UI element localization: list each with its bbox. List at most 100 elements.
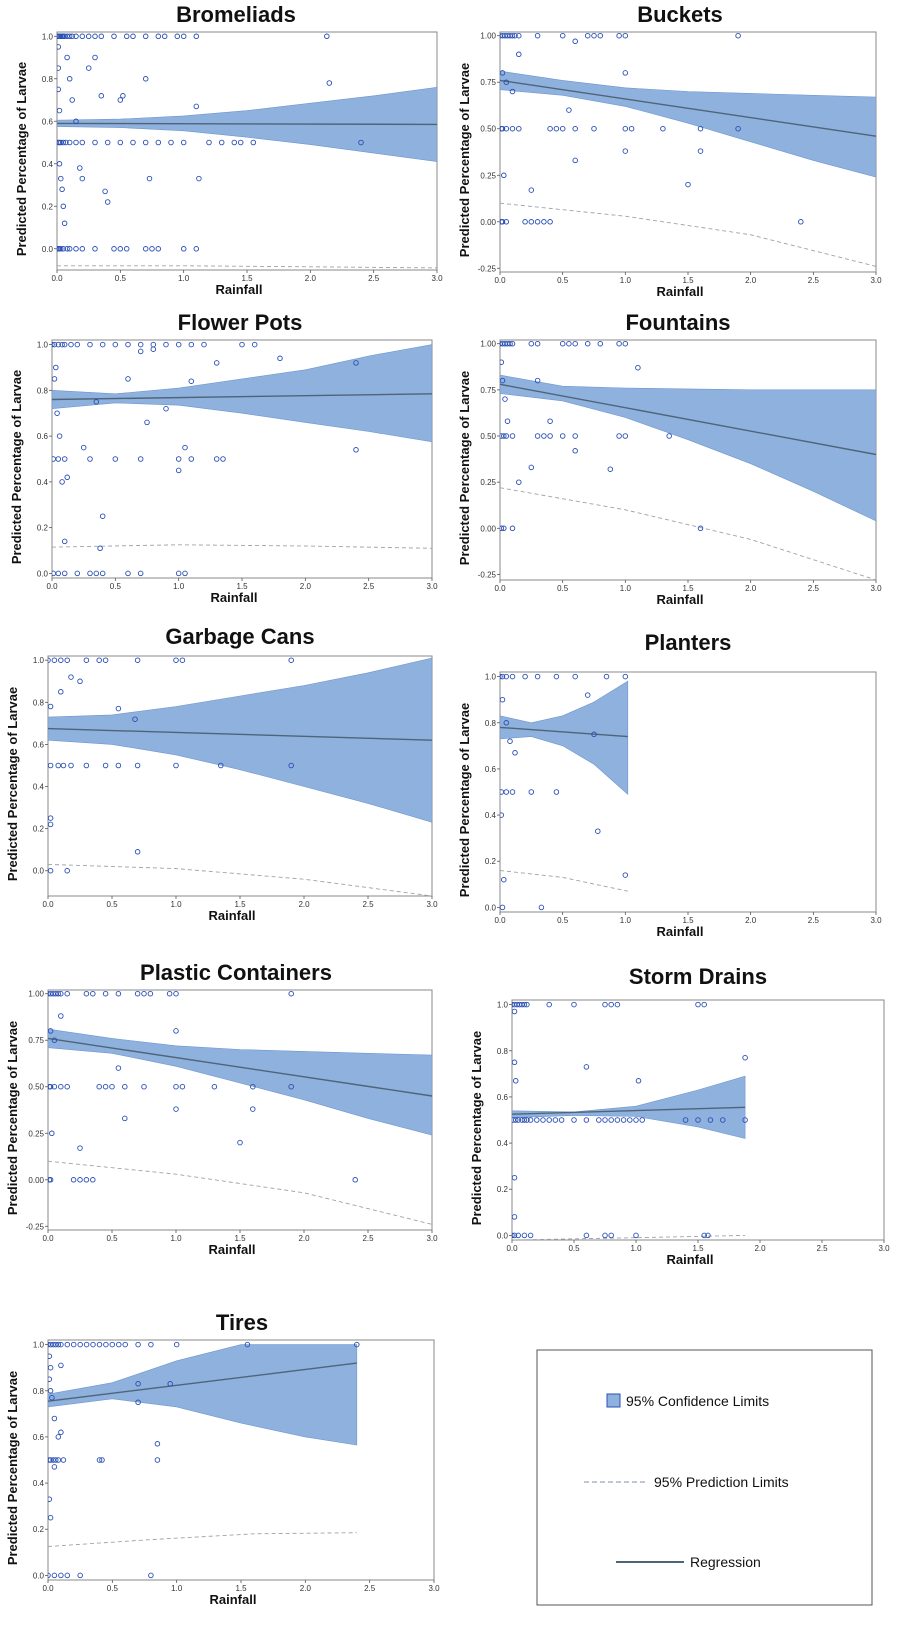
regression-line <box>48 1362 357 1402</box>
data-point <box>591 731 597 738</box>
data-point <box>48 990 51 997</box>
x-axis-label: Rainfall <box>210 1592 257 1607</box>
data-point <box>527 1117 534 1123</box>
y-tick-label: 0.4 <box>37 478 49 487</box>
data-point <box>616 433 622 439</box>
data-point <box>608 1232 614 1239</box>
data-point <box>55 762 61 769</box>
x-axis-label: Rainfall <box>209 1242 256 1257</box>
data-point <box>512 32 518 39</box>
data-point <box>288 762 294 769</box>
data-point <box>60 246 67 252</box>
prediction-limit-line <box>57 265 437 269</box>
regression-line <box>48 727 432 741</box>
x-tick-label: 1.5 <box>234 1234 246 1243</box>
y-tick-label: 0.0 <box>33 867 45 876</box>
data-point <box>500 673 503 680</box>
data-point <box>64 54 70 61</box>
y-tick-label: 0.6 <box>33 740 45 749</box>
data-point <box>92 246 98 252</box>
data-point <box>507 340 513 347</box>
x-tick-label: 1.5 <box>682 916 694 925</box>
data-point <box>50 1341 56 1348</box>
x-axis-label: Rainfall <box>657 924 704 939</box>
data-point <box>707 1117 714 1123</box>
data-point <box>64 657 70 663</box>
data-point <box>515 1232 521 1239</box>
data-point <box>546 1001 552 1008</box>
panel-buckets: 0.0 0.5 1.0 1.5 2.0 2.5 3.0 -0.25 0.00 0.25 0.50 0.… <box>457 2 882 299</box>
x-tick-label: 0.5 <box>110 582 122 591</box>
data-point <box>61 33 68 40</box>
data-point <box>137 348 144 355</box>
x-axis-label: Rainfall <box>211 590 258 605</box>
data-point <box>48 1457 54 1463</box>
data-point <box>528 464 535 471</box>
data-point <box>735 125 741 132</box>
data-point <box>168 139 174 146</box>
data-point <box>218 139 225 146</box>
data-point <box>500 70 506 76</box>
data-point <box>77 1341 83 1348</box>
data-point <box>250 139 257 146</box>
chart-title: Planters <box>645 630 732 655</box>
legend-regression-label: Regression <box>690 1554 761 1570</box>
data-point <box>102 990 109 997</box>
data-point <box>584 32 591 39</box>
data-point <box>87 570 93 577</box>
x-tick-label: 3.0 <box>870 916 882 925</box>
data-point <box>173 1106 179 1112</box>
data-point <box>244 1341 251 1348</box>
data-point <box>142 76 149 82</box>
data-point <box>597 32 604 39</box>
data-point <box>635 1078 642 1084</box>
data-point <box>63 139 69 146</box>
x-tick-label: 1.0 <box>173 582 185 591</box>
data-point <box>50 990 56 997</box>
x-tick-label: 0.0 <box>494 584 506 593</box>
chart-title: Tires <box>216 1310 268 1335</box>
data-point <box>55 1457 62 1463</box>
data-point <box>58 1572 64 1579</box>
regression-line <box>500 726 628 738</box>
data-point <box>534 673 541 680</box>
data-point <box>132 716 138 722</box>
data-point <box>541 433 547 439</box>
x-tick-label: 0.5 <box>568 1244 580 1253</box>
data-point <box>109 1083 115 1090</box>
data-point <box>117 97 124 103</box>
data-point <box>64 1341 71 1348</box>
data-point <box>685 181 691 188</box>
data-point <box>48 1353 53 1359</box>
y-tick-label: 1.0 <box>37 341 49 350</box>
x-tick-label: 1.0 <box>171 1584 183 1593</box>
data-point <box>512 1078 519 1084</box>
data-point <box>608 1117 614 1123</box>
data-point <box>102 188 108 195</box>
data-point <box>48 1496 53 1502</box>
data-point <box>509 125 516 132</box>
x-tick-label: 1.0 <box>178 274 190 283</box>
data-point <box>99 570 106 577</box>
chart-title: Flower Pots <box>178 310 303 335</box>
x-tick-label: 2.5 <box>364 1584 376 1593</box>
data-point <box>193 103 200 110</box>
data-point <box>237 1139 243 1146</box>
y-tick-label: 1.00 <box>480 340 496 349</box>
data-point <box>58 689 64 695</box>
y-tick-label: 0.50 <box>28 1083 44 1092</box>
data-point <box>52 1341 59 1348</box>
data-point <box>58 657 64 663</box>
data-point <box>735 32 741 39</box>
data-point <box>125 341 131 348</box>
data-point <box>135 1399 141 1406</box>
data-point <box>622 125 629 132</box>
y-tick-label: 1.0 <box>497 1001 509 1010</box>
data-point <box>77 1177 83 1183</box>
data-point <box>501 172 507 179</box>
data-point <box>92 33 98 40</box>
data-point <box>60 139 67 146</box>
data-point <box>616 340 622 347</box>
data-point <box>516 51 522 58</box>
x-axis-label: Rainfall <box>657 592 704 607</box>
